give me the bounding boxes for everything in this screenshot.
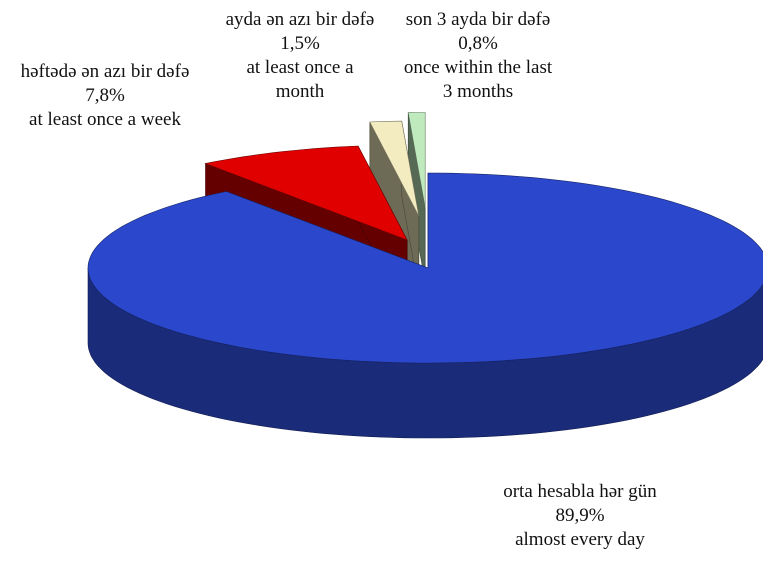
value-label: 0,8% — [458, 33, 498, 54]
slice — [407, 112, 426, 208]
slice-label: ayda ən azı bir dəfə 1,5% at least once a… — [225, 8, 375, 104]
slice-label: son 3 ayda bir dəfə 0,8% once within the … — [403, 8, 553, 104]
category-label: son 3 ayda bir dəfə — [405, 9, 551, 30]
value-label: 1,5% — [280, 33, 320, 54]
slice — [369, 120, 420, 217]
category-label-en: at least once a month — [246, 57, 354, 102]
slice-label: həftədə ən azı bir dəfə 7,8% at least onc… — [5, 60, 205, 132]
category-label-en: almost every day — [515, 529, 645, 550]
slice-label: orta hesabla hər gün 89,9% almost every d… — [480, 480, 680, 552]
slice — [87, 172, 763, 364]
category-label-en: at least once a week — [29, 109, 181, 130]
value-label: 89,9% — [555, 505, 605, 526]
slice — [204, 145, 408, 241]
value-label: 7,8% — [85, 85, 125, 106]
category-label: həftədə ən azı bir dəfə — [20, 61, 190, 82]
category-label: orta hesabla hər gün — [503, 481, 657, 502]
category-label-en: once within the last 3 months — [403, 57, 553, 102]
category-label: ayda ən azı bir dəfə — [225, 9, 375, 30]
